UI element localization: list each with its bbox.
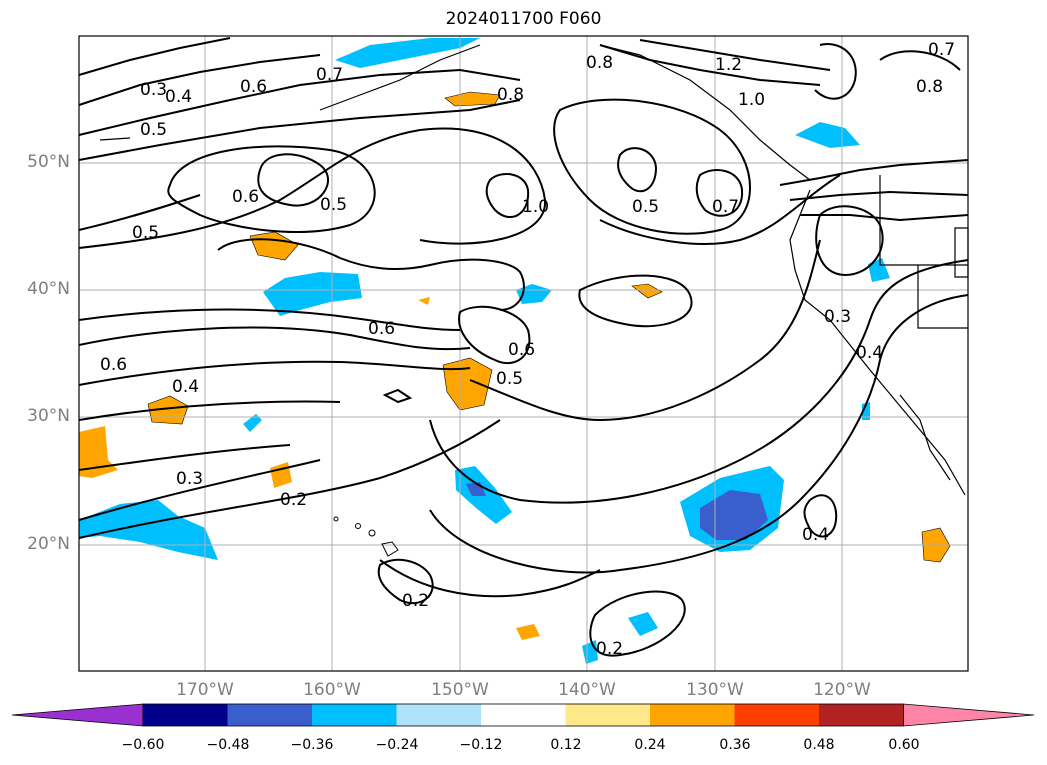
contour-label: 0.8	[916, 77, 943, 97]
colorbar-extend-max	[903, 703, 1035, 727]
contour-label: 0.8	[586, 53, 613, 73]
coastlines	[99, 44, 969, 496]
contour-label: 0.5	[496, 369, 523, 389]
lat-label: 20°N	[27, 534, 70, 554]
gridlines	[79, 36, 968, 671]
anomaly-region	[795, 122, 860, 148]
contour-label: 0.4	[172, 377, 199, 397]
anomaly-region	[249, 231, 299, 261]
contour-label-group: 0.3 0.4 0.5 0.6 0.7 0.8 1.2 1.0 0.8 0.7 …	[100, 40, 955, 659]
lon-label: 120°W	[813, 680, 871, 700]
lat-label: 40°N	[27, 279, 70, 299]
colorbar-swatch	[481, 704, 566, 726]
anomaly-region	[628, 612, 658, 636]
colorbar-tick: 0.12	[550, 737, 582, 753]
anomaly-region	[418, 297, 430, 305]
contour-label: 0.5	[132, 223, 159, 243]
lon-label: 160°W	[303, 680, 361, 700]
contour-label: 0.6	[508, 340, 535, 360]
anomaly-region	[263, 272, 362, 316]
anomaly-region	[335, 38, 480, 68]
colorbar-tick: −0.24	[375, 737, 419, 753]
contour-label: 0.5	[632, 197, 659, 217]
anomaly-region	[700, 490, 768, 540]
colorbar-swatch	[819, 704, 904, 726]
colorbar-extend-min	[11, 703, 144, 727]
hawaii-islands	[333, 516, 399, 557]
contour-label: 0.6	[240, 77, 267, 97]
contour-label: 0.6	[100, 355, 127, 375]
colorbar-tick: 0.36	[719, 737, 751, 753]
contour-label: 0.4	[165, 87, 192, 107]
colorbar-swatch	[227, 704, 313, 726]
contour-label: 0.5	[140, 120, 167, 140]
contour-label: 1.0	[738, 90, 765, 110]
contour-label: 0.8	[497, 85, 524, 105]
colorbar-tick: −0.48	[206, 737, 250, 753]
colorbar-swatch	[312, 704, 397, 726]
lon-label: 150°W	[431, 680, 489, 700]
contour-label: 0.4	[802, 525, 829, 545]
contour-label: 0.7	[928, 40, 955, 60]
colorbar-tick: 0.60	[888, 737, 920, 753]
contour-label: 0.2	[280, 490, 307, 510]
anomaly-region	[868, 258, 890, 282]
contour-label: 1.2	[715, 55, 742, 75]
colorbar-frame	[142, 703, 904, 727]
colorbar-swatch	[396, 704, 482, 726]
map-frame	[78, 35, 969, 672]
contour-label: 0.4	[856, 343, 883, 363]
lat-label: 30°N	[27, 406, 70, 426]
contour-label: 0.6	[368, 319, 395, 339]
contour-label: 0.2	[596, 639, 623, 659]
contour-label: 0.7	[316, 65, 343, 85]
anomaly-region	[444, 91, 501, 107]
map-title: 2024011700 F060	[445, 9, 602, 29]
contour-label: 0.7	[712, 197, 739, 217]
colorbar-swatch	[650, 704, 735, 726]
colorbar-tick: −0.36	[290, 737, 334, 753]
contour-label: 0.3	[824, 307, 851, 327]
anomaly-region	[516, 624, 540, 640]
colorbar-tick: −0.12	[459, 737, 503, 753]
lon-label: 130°W	[686, 680, 744, 700]
colorbar-tick: 0.48	[803, 737, 835, 753]
shaded-regions	[79, 38, 951, 664]
anomaly-region	[442, 357, 493, 411]
anomaly-region	[79, 426, 118, 478]
anomaly-region	[79, 500, 218, 560]
colorbar-swatch	[143, 704, 228, 726]
colorbar-swatch	[565, 704, 651, 726]
anomaly-region	[516, 284, 552, 304]
anomaly-region	[631, 283, 663, 299]
anomaly-region	[862, 402, 870, 420]
colorbar-tick: −0.60	[121, 737, 165, 753]
lon-label: 140°W	[558, 680, 616, 700]
contour-lines	[78, 37, 969, 657]
lon-label: 170°W	[176, 680, 234, 700]
colorbar	[11, 703, 1035, 727]
contour-label: 0.3	[176, 469, 203, 489]
colorbar-swatch	[734, 704, 820, 726]
lat-label: 50°N	[27, 152, 70, 172]
contour-label: 1.0	[522, 197, 549, 217]
contour-label: 0.6	[232, 187, 259, 207]
contour-label: 0.3	[140, 80, 167, 100]
anomaly-region	[243, 414, 262, 432]
contour-label: 0.2	[402, 591, 429, 611]
colorbar-tick: 0.24	[634, 737, 666, 753]
anomaly-region	[270, 462, 292, 488]
contour-label: 0.5	[320, 195, 347, 215]
